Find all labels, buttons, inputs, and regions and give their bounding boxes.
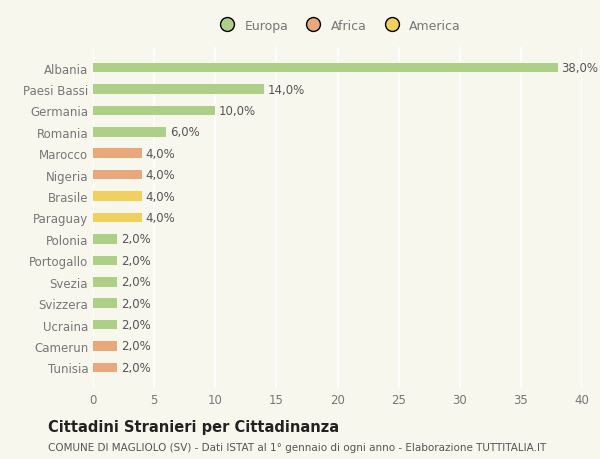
Bar [93, 128, 166, 137]
Text: 38,0%: 38,0% [561, 62, 598, 75]
Bar [93, 277, 118, 287]
Text: 2,0%: 2,0% [121, 254, 151, 267]
Legend: Europa, Africa, America: Europa, Africa, America [212, 17, 463, 35]
Bar [93, 235, 118, 244]
Bar [93, 213, 142, 223]
Text: 10,0%: 10,0% [219, 105, 256, 118]
Text: 2,0%: 2,0% [121, 233, 151, 246]
Bar [93, 85, 264, 95]
Text: 2,0%: 2,0% [121, 297, 151, 310]
Text: 4,0%: 4,0% [146, 147, 175, 160]
Bar [93, 299, 118, 308]
Bar [93, 256, 118, 266]
Bar [93, 363, 118, 372]
Text: COMUNE DI MAGLIOLO (SV) - Dati ISTAT al 1° gennaio di ogni anno - Elaborazione T: COMUNE DI MAGLIOLO (SV) - Dati ISTAT al … [48, 442, 546, 452]
Text: 2,0%: 2,0% [121, 361, 151, 374]
Bar [93, 106, 215, 116]
Bar [93, 320, 118, 330]
Text: 2,0%: 2,0% [121, 319, 151, 331]
Text: 2,0%: 2,0% [121, 276, 151, 289]
Bar [93, 149, 142, 159]
Bar [93, 341, 118, 351]
Text: 4,0%: 4,0% [146, 212, 175, 224]
Bar [93, 170, 142, 180]
Text: 6,0%: 6,0% [170, 126, 200, 139]
Text: 14,0%: 14,0% [268, 84, 305, 96]
Text: 2,0%: 2,0% [121, 340, 151, 353]
Bar [93, 64, 557, 73]
Text: 4,0%: 4,0% [146, 190, 175, 203]
Text: Cittadini Stranieri per Cittadinanza: Cittadini Stranieri per Cittadinanza [48, 419, 339, 434]
Bar [93, 192, 142, 202]
Text: 4,0%: 4,0% [146, 169, 175, 182]
